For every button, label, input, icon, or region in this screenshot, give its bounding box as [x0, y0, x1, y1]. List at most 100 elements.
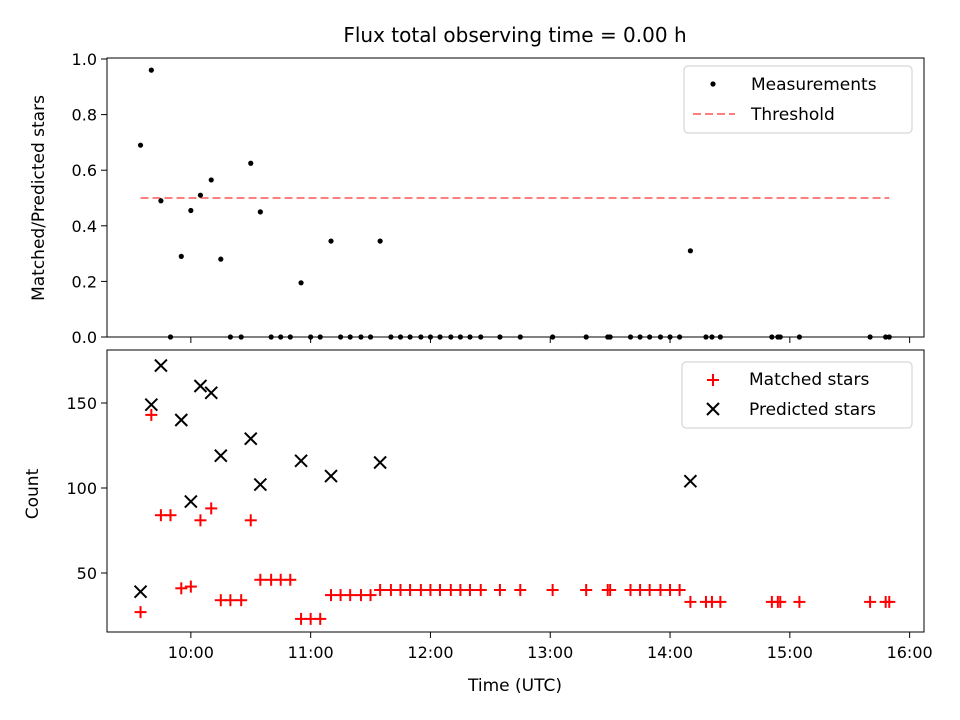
matched-star-point	[404, 584, 417, 596]
matched-star-point	[474, 584, 487, 596]
matched-star-point	[235, 594, 248, 607]
top-y-tick-label: 0.4	[72, 217, 97, 236]
matched-star-point	[205, 502, 218, 515]
matched-star-point	[175, 582, 188, 595]
matched-star-point	[164, 509, 177, 522]
predicted-star-point	[324, 469, 338, 483]
matched-star-point	[134, 606, 147, 619]
matched-star-point	[493, 584, 506, 596]
predicted-star-point	[204, 386, 218, 400]
top-y-axis-label: Matched/Predicted stars	[29, 95, 49, 301]
predicted-star-point	[154, 358, 168, 373]
bottom-y-ticks: 50 100 150	[66, 394, 107, 583]
measurement-point	[218, 256, 224, 262]
matched-star-point	[463, 584, 476, 596]
chart-title: Flux total observing time = 0.00 h	[343, 23, 686, 47]
x-tick-label: 15:00	[767, 643, 813, 662]
top-panel: Flux total observing time = 0.00 h 0.00.…	[29, 23, 925, 347]
legend-measurements-label: Measurements	[751, 75, 877, 95]
predicted-star-point	[373, 455, 387, 470]
predicted-star-point	[133, 584, 148, 599]
x-axis-label: Time (UTC)	[467, 676, 562, 696]
predicted-star-point	[683, 474, 698, 488]
matched-star-point	[244, 514, 257, 527]
matched-star-point	[514, 584, 527, 596]
matched-star-point	[434, 584, 447, 596]
measurement-point	[178, 253, 184, 259]
bottom-y-tick-label: 150	[66, 394, 97, 413]
matched-star-point	[344, 589, 357, 602]
predicted-star-point	[253, 477, 268, 492]
bottom-y-tick-label: 50	[77, 564, 97, 583]
predicted-star-point	[184, 494, 198, 509]
measurement-point	[137, 142, 144, 148]
legend-matched-label: Matched stars	[749, 370, 869, 390]
matched-star-point	[643, 584, 656, 596]
top-y-tick-label: 0.6	[72, 161, 97, 180]
predicted-star-point	[244, 431, 258, 446]
top-legend-box	[683, 65, 913, 134]
top-legend: Measurements Threshold	[683, 65, 913, 134]
top-y-tick-label: 1.0	[72, 50, 97, 69]
x-tick-label: 10:00	[168, 643, 214, 662]
measurement-point	[158, 198, 164, 204]
matched-star-point	[580, 584, 593, 596]
predicted-star-point	[214, 448, 228, 463]
matched-star-point	[184, 580, 197, 593]
matched-star-point	[224, 594, 237, 607]
legend-predicted-label: Predicted stars	[749, 400, 876, 420]
legend-measurements-marker	[710, 81, 716, 87]
bottom-axes-frame	[106, 349, 925, 633]
measurement-point	[687, 248, 694, 254]
predicted-star-point	[193, 379, 208, 393]
measurement-point	[148, 67, 154, 73]
measurement-point	[298, 280, 304, 286]
matched-star-point	[714, 595, 727, 608]
measurement-point	[248, 160, 254, 166]
matched-star-point	[864, 595, 877, 608]
x-tick-label: 13:00	[527, 643, 573, 662]
measurement-point	[188, 207, 194, 214]
matched-star-point	[254, 573, 267, 586]
measurement-point	[208, 177, 214, 183]
matched-star-point	[883, 595, 896, 608]
top-y-ticks: 0.0 0.2 0.4 0.6 0.8 1.0	[72, 50, 107, 347]
matched-star-point	[546, 584, 559, 596]
top-y-tick-label: 0.2	[72, 272, 97, 291]
top-y-tick-label: 0.8	[72, 106, 97, 125]
top-y-tick-label: 0.0	[72, 328, 97, 347]
x-tick-label: 14:00	[647, 643, 693, 662]
matched-star-point	[673, 584, 686, 596]
matched-star-point	[374, 584, 387, 596]
measurement-point	[257, 209, 263, 215]
bottom-y-axis-label: Count	[23, 468, 43, 519]
matched-star-point	[364, 589, 377, 602]
legend-matched-marker	[707, 374, 719, 386]
bottom-legend-box	[681, 361, 913, 429]
matched-star-point	[684, 595, 697, 608]
bottom-y-tick-label: 100	[66, 479, 97, 498]
matched-star-point	[604, 584, 617, 596]
measurement-point	[377, 238, 383, 244]
measurement-point	[328, 238, 334, 244]
matched-star-point	[194, 514, 207, 527]
matched-star-point	[284, 573, 297, 586]
top-axes-frame	[106, 57, 925, 338]
predicted-star-point	[294, 454, 308, 468]
predicted-star-point	[144, 397, 159, 412]
bottom-legend: Matched stars Predicted stars	[681, 361, 913, 429]
bottom-x-ticks: 10:00 11:00 12:00 13:00 14:00 15:00 16:00	[168, 632, 933, 662]
legend-threshold-label: Threshold	[750, 105, 835, 125]
matched-star-point	[145, 408, 158, 421]
matched-star-point	[314, 612, 327, 625]
legend-predicted-marker	[706, 402, 720, 416]
bottom-marks	[133, 358, 896, 625]
measurement-point	[197, 192, 204, 198]
matched-star-point	[793, 595, 806, 608]
matched-star-point	[774, 595, 787, 608]
predicted-star-point	[174, 413, 188, 427]
x-tick-label: 12:00	[407, 643, 453, 662]
x-tick-label: 16:00	[887, 643, 933, 662]
